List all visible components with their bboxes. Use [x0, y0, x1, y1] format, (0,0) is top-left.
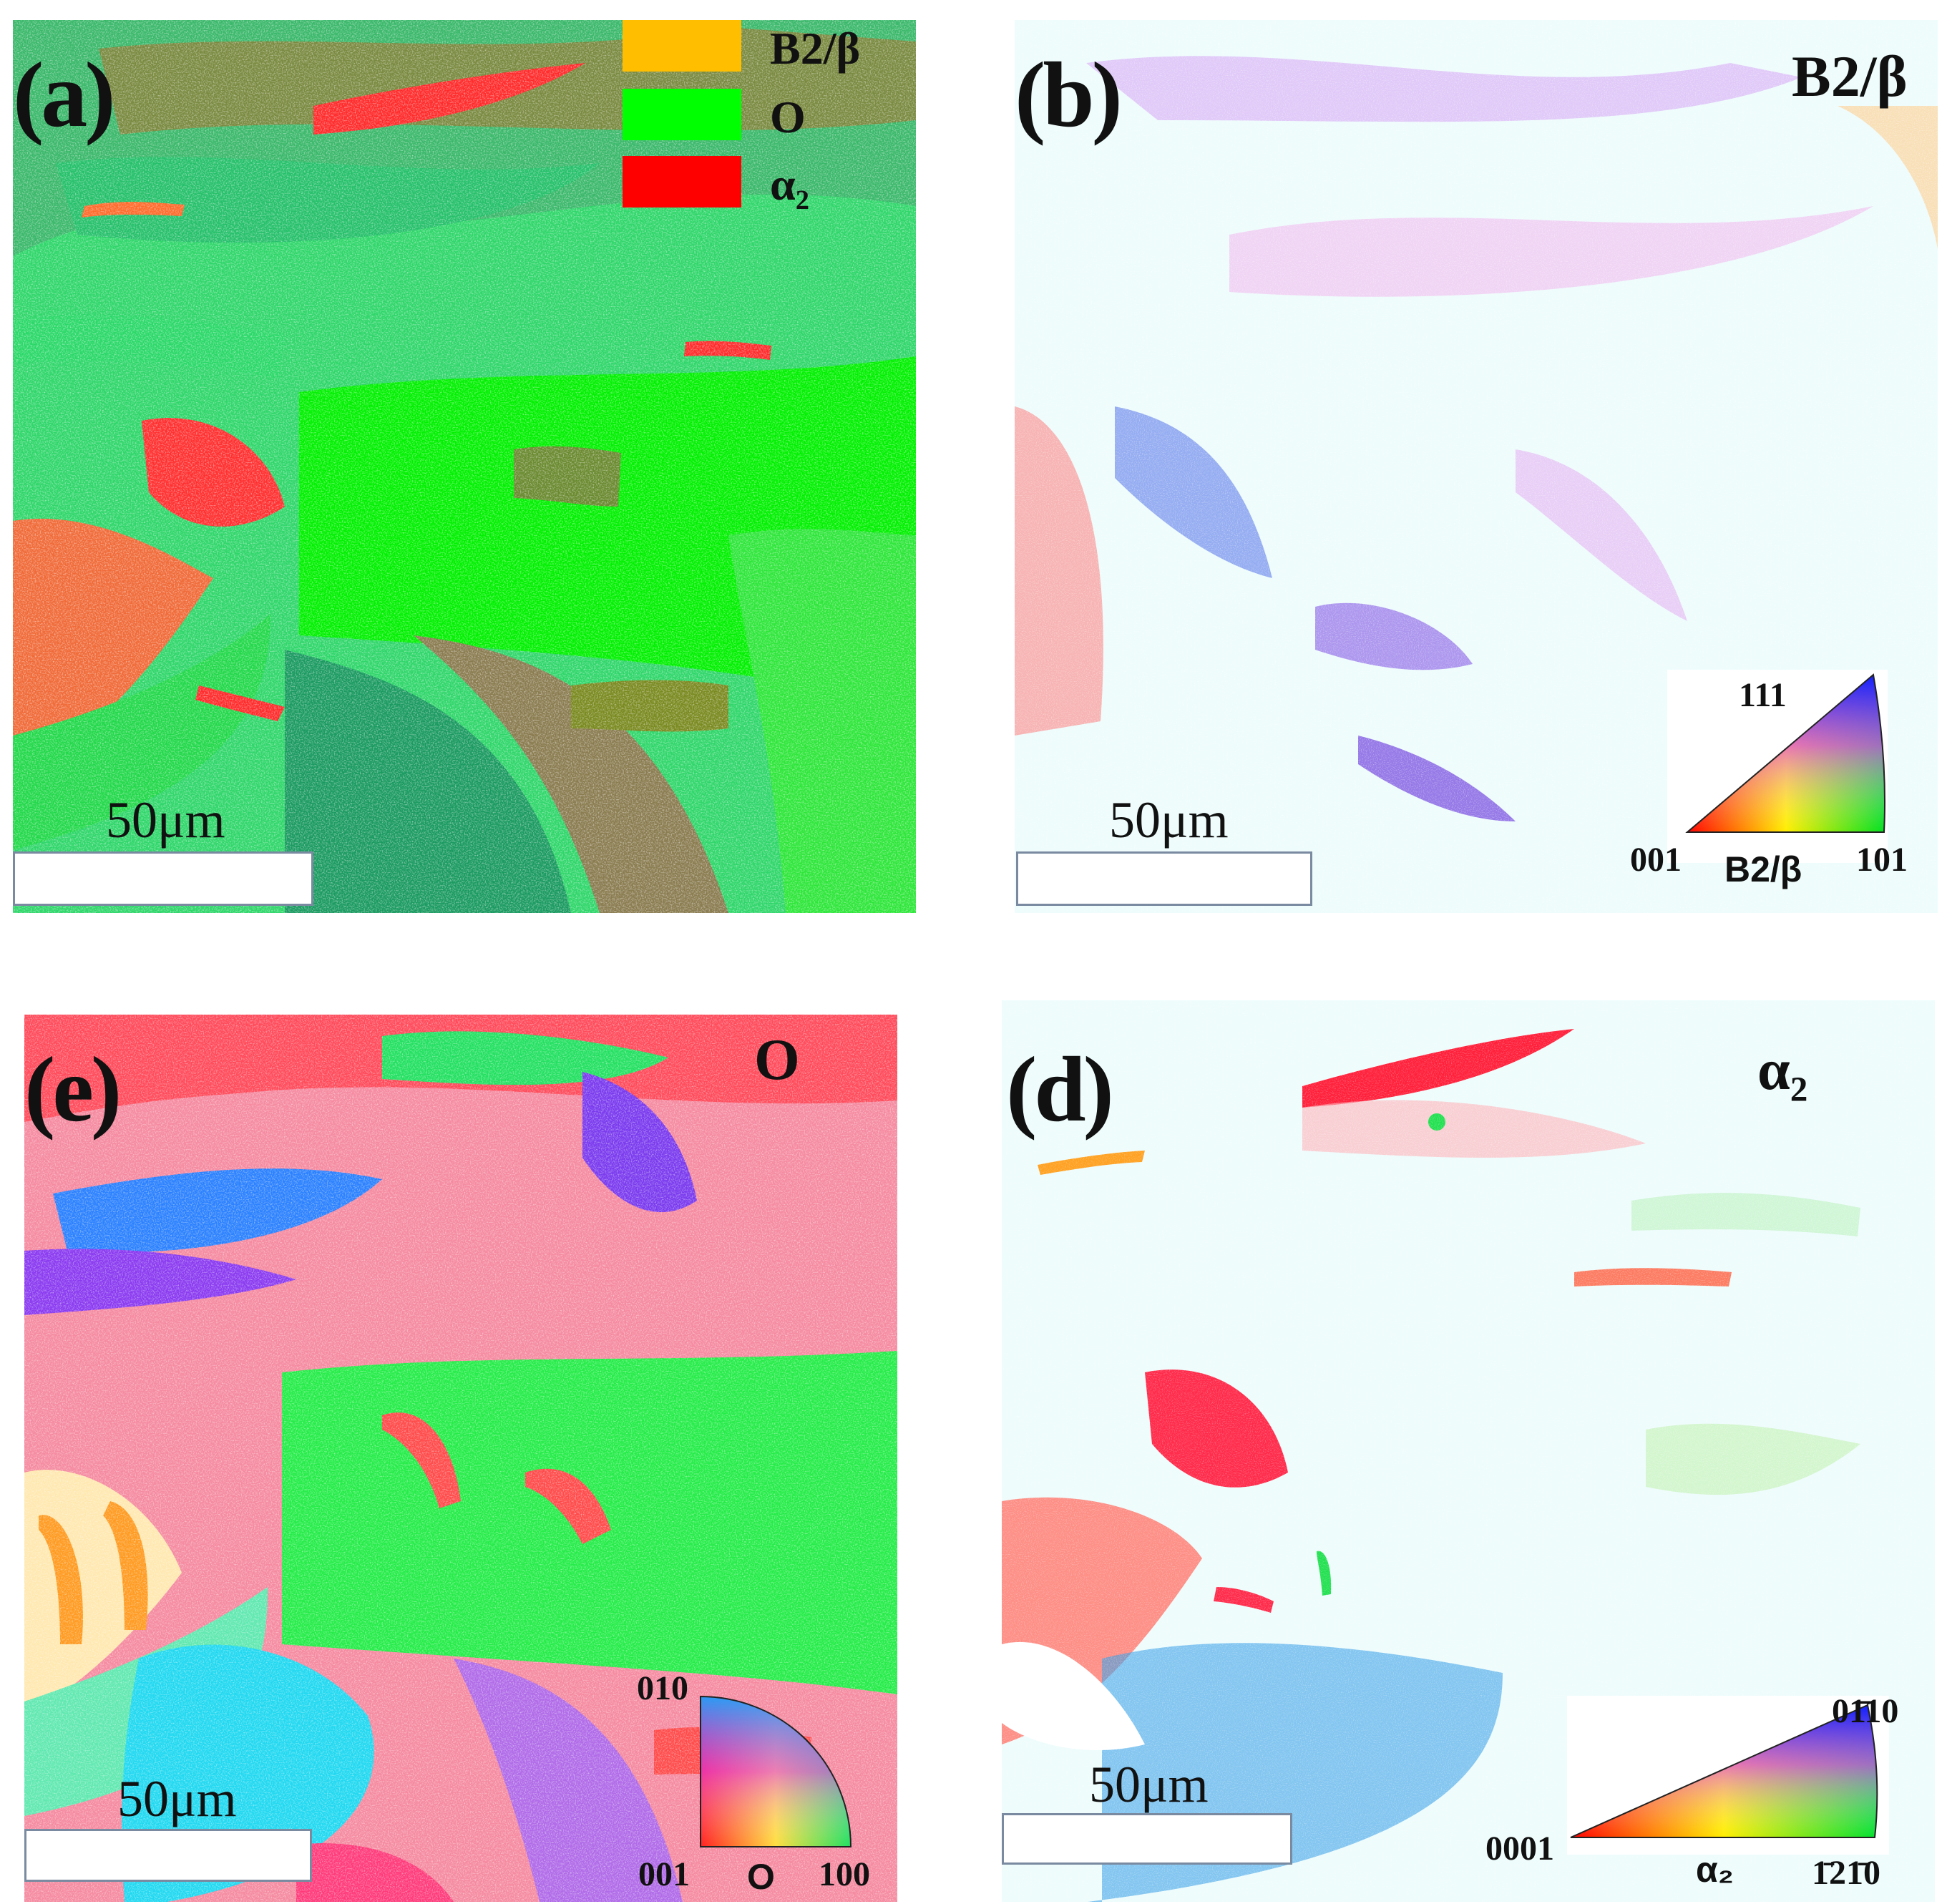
- ipf-label-111: 111: [1739, 676, 1787, 714]
- legend-label-b2: B2/β: [770, 23, 861, 74]
- ipf-label-101: 101: [1856, 841, 1908, 879]
- panel-label-d: (d): [1006, 1038, 1114, 1141]
- panel-label-a: (a): [13, 44, 116, 147]
- phase-map-a: [13, 20, 916, 913]
- ipf-triangle-b2: [1685, 673, 1885, 833]
- ipf-label-0001: 0001: [1485, 1830, 1554, 1868]
- scale-text-a: 50μm: [106, 791, 225, 849]
- ipf-phase-o: O: [747, 1857, 775, 1897]
- panel-c: (e) O 010 001 O 100 50μm: [24, 1015, 897, 1902]
- panel-a: B2/β O α₂ (a) 50μm: [13, 20, 916, 913]
- ipf-label-1-210: 1̄21̄0: [1812, 1854, 1880, 1892]
- ipf-triangle-alpha2: [1570, 1704, 1878, 1838]
- legend-label-alpha2: α₂: [770, 159, 809, 210]
- orientation-map-o: [24, 1015, 897, 1902]
- scale-text-c: 50μm: [117, 1770, 237, 1827]
- panel-d: (d) α₂ 01̄10 0001 α₂ 1̄21̄0 50μm: [1002, 1000, 1935, 1902]
- legend-label-o: O: [770, 92, 806, 142]
- panel-label-c: (e): [24, 1038, 122, 1141]
- ipf-phase-alpha2: α₂: [1696, 1850, 1734, 1890]
- ipf-label-001: 001: [1630, 841, 1682, 879]
- ipf-phase-b2: B2/β: [1724, 849, 1802, 889]
- phase-title-b: B2/β: [1792, 44, 1908, 109]
- ipf-quadrant-o: [700, 1695, 852, 1847]
- legend-swatch-b2: [623, 20, 741, 72]
- ipf-label-01-10: 01̄10: [1832, 1692, 1899, 1730]
- orientation-map-b2: [1015, 20, 1938, 913]
- legend-swatch-alpha2: [623, 156, 741, 208]
- panel-b: (b) B2/β 111 001 B2/β 101 50μm: [1015, 20, 1938, 913]
- scale-bar-b: [1016, 851, 1312, 906]
- scale-bar-c: [24, 1829, 312, 1882]
- phase-title-d: α₂: [1757, 1037, 1808, 1102]
- orientation-map-alpha2: [1002, 1000, 1935, 1902]
- scale-bar-d: [1002, 1813, 1292, 1865]
- scale-text-d: 50μm: [1089, 1756, 1209, 1813]
- scale-bar-a: [13, 851, 313, 906]
- ipf-label-100: 100: [819, 1855, 870, 1893]
- ipf-label-001-o: 001: [638, 1855, 690, 1893]
- phase-title-c: O: [754, 1027, 800, 1092]
- scale-text-b: 50μm: [1109, 791, 1229, 849]
- panel-label-b: (b): [1015, 44, 1123, 147]
- ipf-label-010: 010: [637, 1669, 688, 1707]
- legend-swatch-o: [623, 89, 741, 140]
